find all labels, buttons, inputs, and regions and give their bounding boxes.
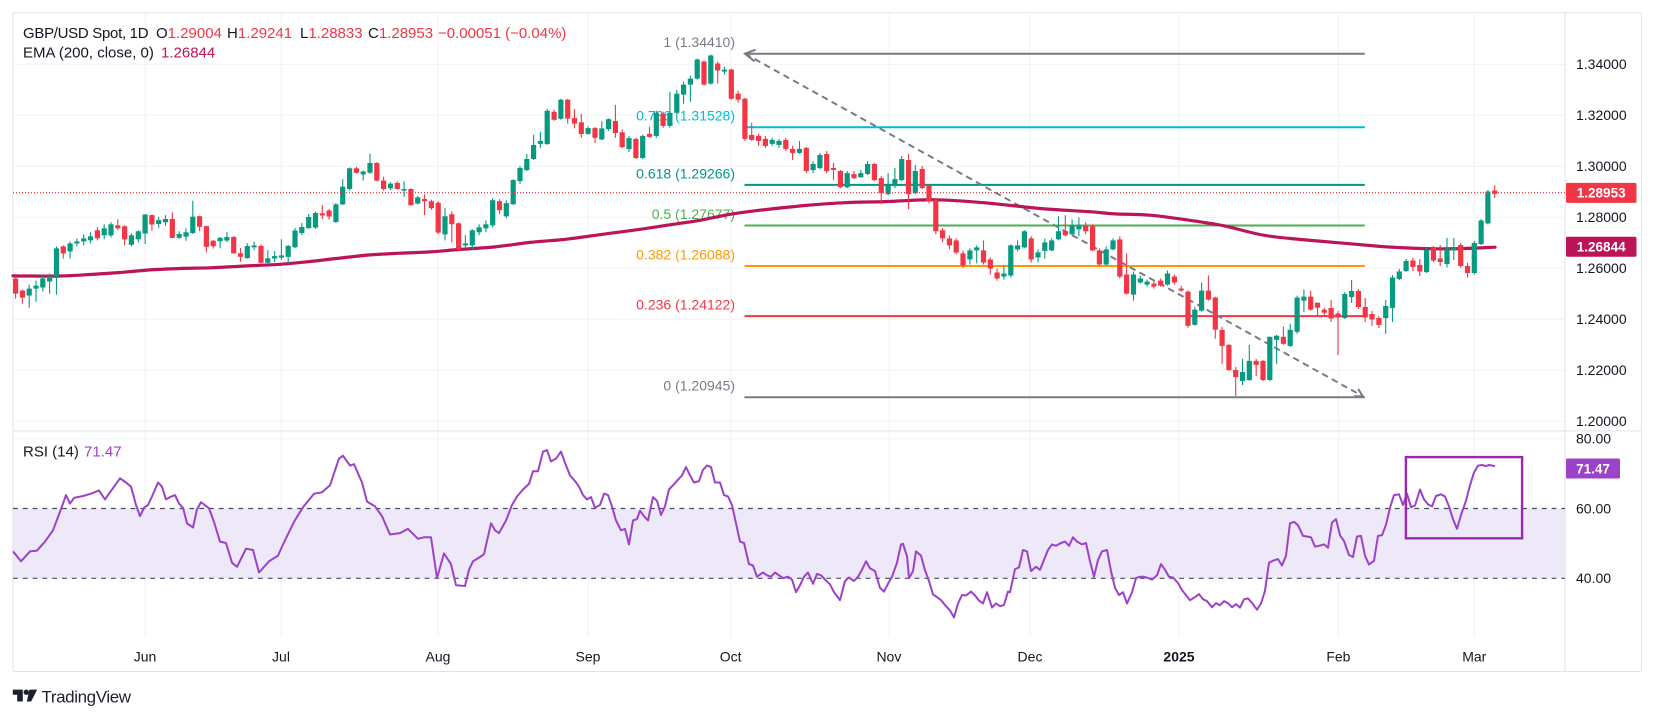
svg-text:1.26844: 1.26844	[161, 45, 215, 62]
svg-text:RSI (14): RSI (14)	[23, 444, 79, 461]
svg-text:40.00: 40.00	[1576, 570, 1611, 586]
svg-text:Jul: Jul	[272, 649, 290, 665]
svg-text:TradingView: TradingView	[42, 687, 132, 706]
svg-text:0.618 (1.29266): 0.618 (1.29266)	[636, 165, 735, 181]
svg-text:1.28953: 1.28953	[1577, 186, 1626, 201]
svg-text:0 (1.20945): 0 (1.20945)	[663, 378, 735, 394]
svg-text:1.26844: 1.26844	[1577, 240, 1626, 255]
svg-text:0.382 (1.26088): 0.382 (1.26088)	[636, 247, 735, 263]
svg-text:Sep: Sep	[576, 649, 601, 665]
svg-text:C1.28953: C1.28953	[368, 25, 433, 42]
svg-text:H1.29241: H1.29241	[227, 25, 292, 42]
svg-text:60.00: 60.00	[1576, 500, 1611, 516]
svg-text:−0.00051 (−0.04%): −0.00051 (−0.04%)	[438, 25, 566, 42]
svg-text:O1.29004: O1.29004	[156, 25, 222, 42]
svg-text:EMA (200, close, 0): EMA (200, close, 0)	[23, 45, 154, 62]
svg-text:1.20000: 1.20000	[1576, 413, 1627, 429]
svg-text:1.22000: 1.22000	[1576, 362, 1627, 378]
svg-text:1.24000: 1.24000	[1576, 311, 1627, 327]
svg-text:1.26000: 1.26000	[1576, 260, 1627, 276]
svg-text:0.786 (1.31528): 0.786 (1.31528)	[636, 108, 735, 124]
svg-text:80.00: 80.00	[1576, 431, 1611, 447]
svg-text:Mar: Mar	[1462, 649, 1486, 665]
svg-text:Aug: Aug	[426, 649, 451, 665]
svg-text:1.34000: 1.34000	[1576, 56, 1627, 72]
svg-text:0.236 (1.24122): 0.236 (1.24122)	[636, 297, 735, 313]
svg-text:GBP/USD Spot, 1D: GBP/USD Spot, 1D	[23, 25, 149, 42]
svg-text:1.30000: 1.30000	[1576, 158, 1627, 174]
svg-text:1 (1.34410): 1 (1.34410)	[663, 34, 735, 50]
svg-text:L1.28833: L1.28833	[300, 25, 363, 42]
svg-text:0.5 (1.27677): 0.5 (1.27677)	[652, 206, 735, 222]
svg-text:1.28000: 1.28000	[1576, 209, 1627, 225]
svg-text:71.47: 71.47	[1576, 461, 1610, 476]
svg-text:Nov: Nov	[876, 649, 901, 665]
svg-text:2025: 2025	[1163, 649, 1194, 665]
svg-text:71.47: 71.47	[84, 444, 122, 461]
svg-text:Jun: Jun	[134, 649, 157, 665]
svg-text:1.32000: 1.32000	[1576, 107, 1627, 123]
svg-text:Dec: Dec	[1018, 649, 1043, 665]
svg-text:Oct: Oct	[720, 649, 742, 665]
svg-text:Feb: Feb	[1326, 649, 1350, 665]
